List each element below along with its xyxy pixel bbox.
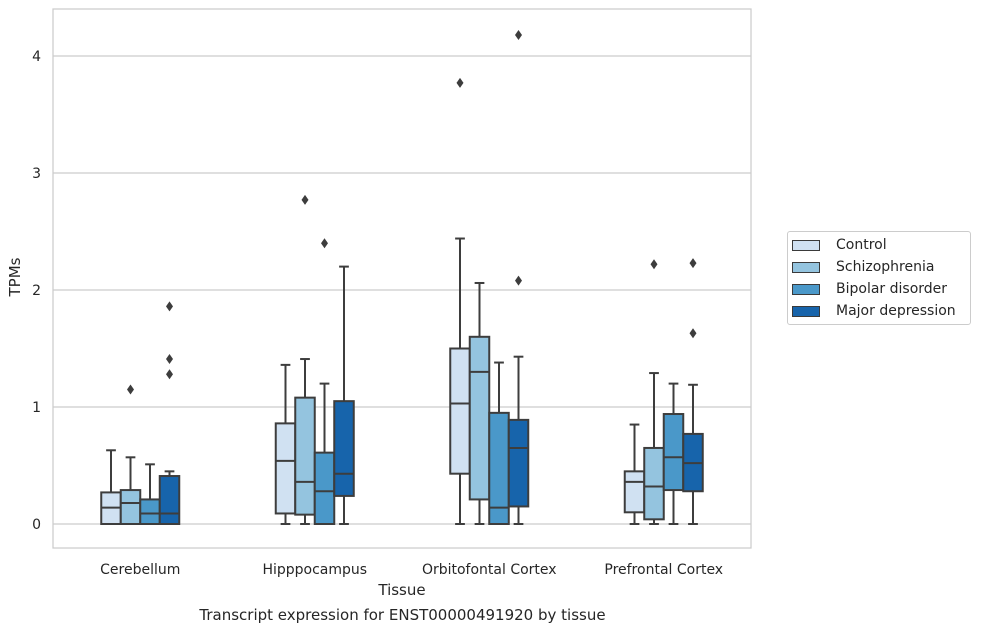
- box-group: [294, 194, 316, 525]
- box-group: [507, 29, 530, 525]
- box-group: [158, 301, 181, 525]
- box-marks: [100, 29, 704, 526]
- box-group: [662, 382, 685, 525]
- box-group: [333, 265, 355, 525]
- y-tick-labels: 0 1 2 3 4: [32, 49, 41, 533]
- box: [313, 451, 336, 526]
- x-axis-label: Tissue: [377, 581, 425, 599]
- box: [449, 347, 471, 475]
- outlier-point: [515, 29, 522, 40]
- y-tick-label: 1: [32, 400, 41, 416]
- x-tick-label: Hipppocampus: [262, 562, 367, 578]
- x-tick-label: Orbitofontal Cortex: [422, 562, 557, 578]
- box: [468, 335, 491, 501]
- box: [333, 400, 355, 497]
- box-group: [119, 384, 142, 526]
- y-tick-label: 3: [32, 166, 41, 182]
- box-group: [274, 363, 297, 525]
- box-group: [139, 463, 161, 525]
- outlier-point: [127, 384, 134, 395]
- chart-caption: Transcript expression for ENST0000049192…: [199, 606, 606, 624]
- legend-item-schizophrenia: Schizophrenia: [792, 257, 934, 277]
- box-group: [682, 258, 704, 525]
- legend-label-bipolar-disorder: Bipolar disorder: [836, 281, 948, 297]
- y-tick-label: 0: [32, 517, 41, 533]
- legend-swatch-schizophrenia: [792, 261, 820, 273]
- y-tick-label: 2: [32, 283, 41, 299]
- legend-label-major-depression: Major depression: [836, 303, 956, 319]
- box: [507, 418, 530, 508]
- legend-swatch-bipolar-disorder: [792, 283, 820, 295]
- outlier-point: [456, 77, 464, 88]
- box-group: [313, 238, 336, 526]
- box-group: [449, 77, 471, 525]
- box-group: [643, 259, 665, 525]
- legend-label-schizophrenia: Schizophrenia: [836, 259, 935, 275]
- legend-item-major-depression: Major depression: [792, 301, 956, 321]
- outlier-point: [166, 354, 173, 365]
- legend-item-control: Control: [792, 235, 887, 255]
- plot-frame: [52, 8, 752, 549]
- legend-label-control: Control: [836, 237, 887, 253]
- outlier-point: [301, 194, 309, 205]
- box: [623, 470, 646, 514]
- outlier-point: [689, 328, 697, 339]
- box: [643, 446, 665, 521]
- outlier-point: [689, 258, 697, 269]
- x-tick-label: Prefrontal Cortex: [604, 562, 723, 578]
- y-tick-label: 4: [32, 49, 41, 65]
- outlier-point: [166, 369, 173, 380]
- box-group: [468, 281, 491, 525]
- box: [119, 489, 142, 526]
- box: [274, 422, 297, 515]
- outlier-point: [515, 275, 522, 286]
- box: [158, 475, 181, 525]
- box-group: [488, 361, 510, 526]
- box: [139, 498, 161, 525]
- box-group: [100, 449, 122, 526]
- y-axis-label: TPMs: [6, 257, 24, 297]
- legend-item-bipolar-disorder: Bipolar disorder: [792, 279, 947, 299]
- box: [662, 413, 685, 492]
- outlier-point: [650, 259, 658, 270]
- x-tick-label: Cerebellum: [100, 562, 180, 578]
- outlier-point: [321, 238, 328, 249]
- legend-swatch-major-depression: [792, 305, 820, 317]
- legend: Control Schizophrenia Bipolar disorder M…: [787, 231, 971, 325]
- box-group: [623, 423, 646, 525]
- box: [294, 396, 316, 516]
- legend-swatch-control: [792, 239, 820, 251]
- x-tick-labels: Cerebellum Hipppocampus Orbitofontal Corte…: [100, 562, 723, 578]
- outlier-point: [166, 301, 173, 312]
